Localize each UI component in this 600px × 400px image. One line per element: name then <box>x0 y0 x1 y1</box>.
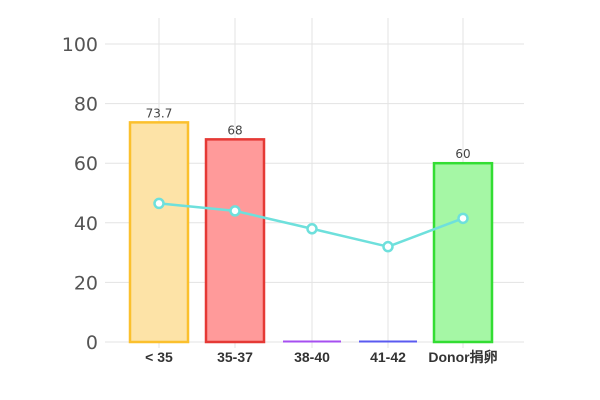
y-tick-label: 0 <box>86 332 98 354</box>
x-tick-label: Donor捐卵 <box>428 349 497 365</box>
y-axis-ticks: 0 20 40 60 80 100 <box>62 34 98 354</box>
y-tick-label: 100 <box>62 34 98 56</box>
bars <box>128 121 494 344</box>
bar <box>128 121 190 344</box>
bar-value-label: 68 <box>227 123 242 137</box>
bar-value-labels: 73.7 68 60 <box>146 106 471 161</box>
line-point <box>306 223 318 235</box>
bar <box>432 161 494 344</box>
line-point <box>457 212 469 225</box>
x-axis-ticks: < 35 35-37 38-40 41-42 Donor捐卵 <box>145 349 497 365</box>
line-point <box>153 197 165 210</box>
y-tick-label: 80 <box>74 94 98 116</box>
y-tick-label: 60 <box>74 153 98 175</box>
x-tick-label: 38-40 <box>294 349 330 365</box>
x-tick-label: < 35 <box>145 349 173 365</box>
bar-value-label: 60 <box>455 147 470 161</box>
line-point <box>382 240 394 253</box>
y-tick-label: 20 <box>74 272 98 294</box>
y-tick-label: 40 <box>74 213 98 235</box>
x-tick-label: 35-37 <box>217 349 253 365</box>
bar <box>204 138 266 344</box>
trend-line <box>153 197 469 253</box>
line-point <box>229 205 241 217</box>
x-tick-label: 41-42 <box>370 349 406 365</box>
bar-value-label: 73.7 <box>146 106 173 120</box>
